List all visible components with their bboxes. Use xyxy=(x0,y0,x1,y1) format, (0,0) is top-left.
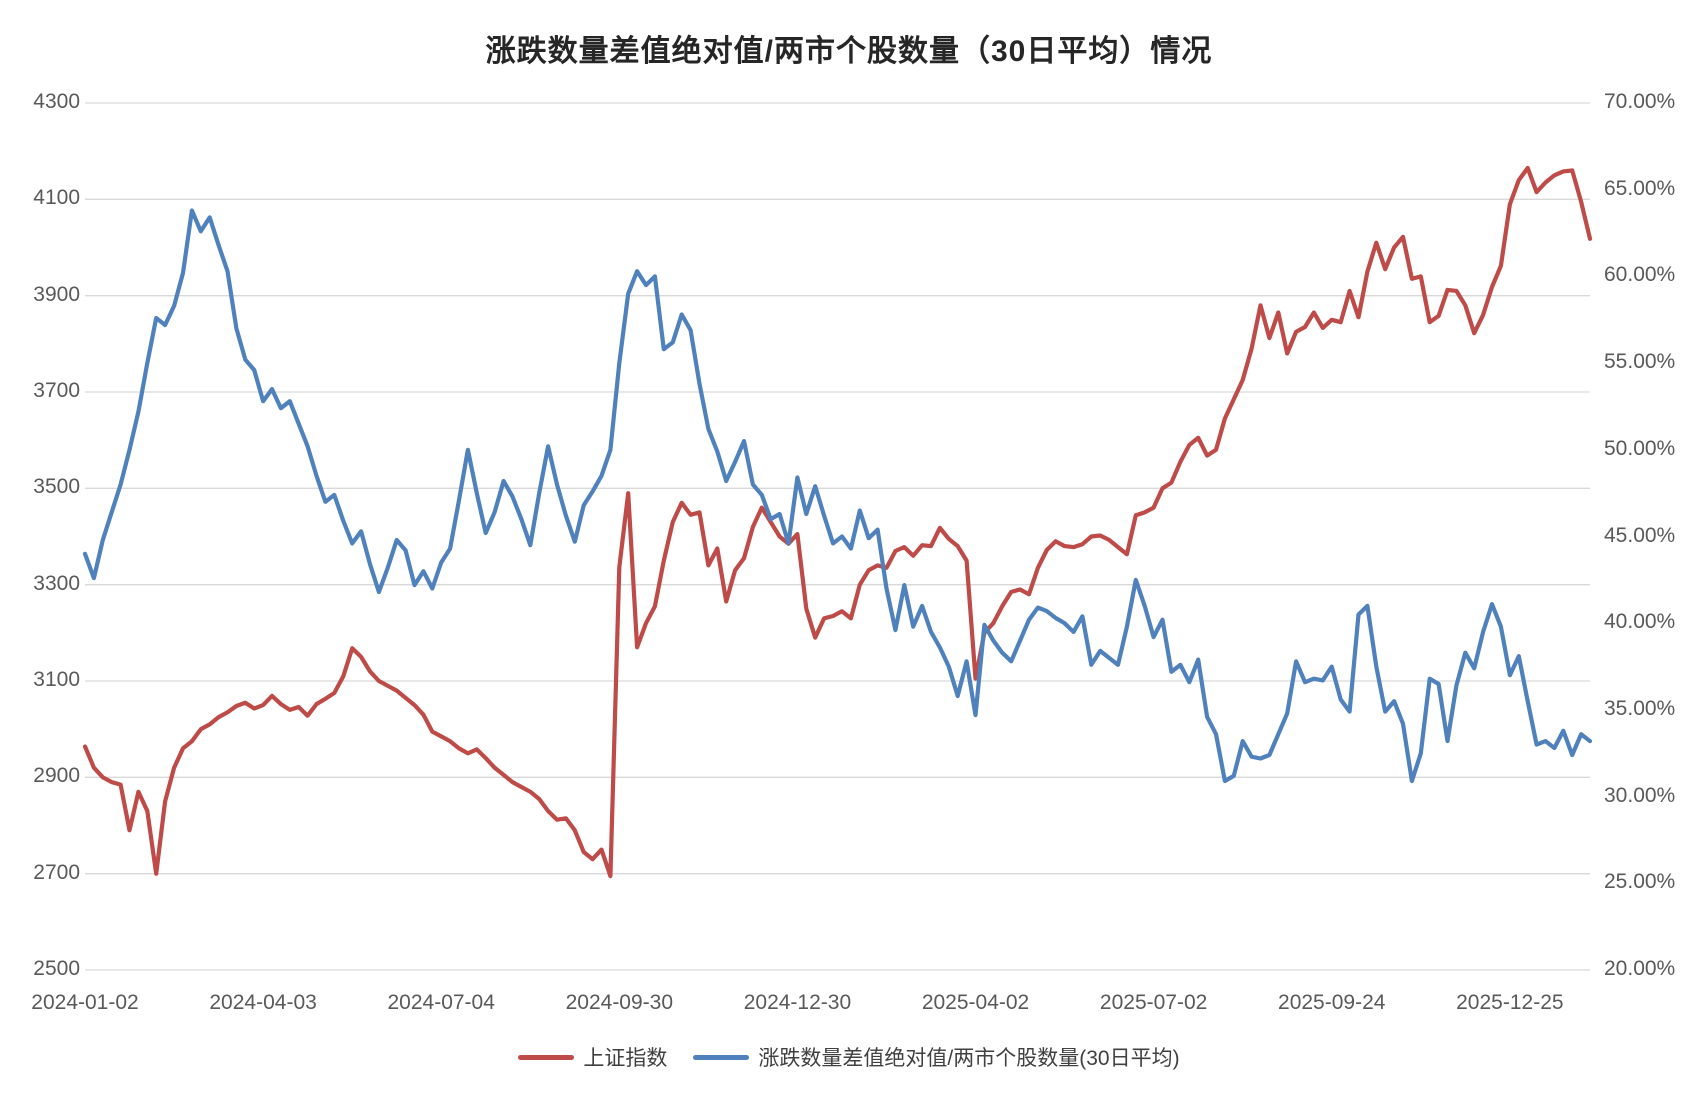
legend-label-updown-ratio: 涨跌数量差值绝对值/两市个股数量(30日平均) xyxy=(758,1047,1180,1070)
y-axis-left-tick-label: 3500 xyxy=(33,475,80,499)
y-axis-right-tick-label: 50.00% xyxy=(1604,436,1676,460)
x-axis-tick-label: 2024-12-30 xyxy=(743,991,852,1014)
y-axis-left-tick-label: 2700 xyxy=(33,860,80,884)
y-axis-right-tick-label: 25.00% xyxy=(1604,870,1676,894)
x-axis-tick-label: 2025-09-24 xyxy=(1278,991,1386,1014)
y-axis-right-tick-label: 40.00% xyxy=(1604,610,1676,634)
chart-legend: 上证指数 涨跌数量差值绝对值/两市个股数量(30日平均) xyxy=(0,1042,1698,1072)
legend-label-sse-index: 上证指数 xyxy=(583,1047,668,1070)
y-axis-right-tick-label: 35.00% xyxy=(1604,696,1676,720)
y-axis-left-tick-label: 3700 xyxy=(33,379,80,402)
x-axis-tick-label: 2024-04-03 xyxy=(209,991,317,1014)
x-axis-tick-label: 2024-01-02 xyxy=(31,991,139,1014)
x-axis-tick-label: 2025-12-25 xyxy=(1456,991,1564,1014)
y-axis-right-tick-label: 30.00% xyxy=(1604,783,1676,807)
series-line-sse-index xyxy=(82,165,1593,879)
y-axis-left-tick-label: 3100 xyxy=(33,668,80,691)
x-axis-tick-label: 2024-09-30 xyxy=(565,991,674,1014)
y-axis-right-tick-label: 65.00% xyxy=(1604,176,1676,200)
y-axis-left-tick-label: 2500 xyxy=(33,957,80,980)
y-axis-left-tick-label: 3900 xyxy=(33,282,80,306)
y-axis-right-tick-label: 20.00% xyxy=(1604,957,1676,980)
legend-item-updown-ratio: 涨跌数量差值绝对值/两市个股数量(30日平均) xyxy=(693,1042,1180,1072)
chart-title: 涨跌数量差值绝对值/两市个股数量（30日平均）情况 xyxy=(485,35,1213,68)
legend-line-swatch-red xyxy=(518,1054,575,1060)
y-axis-left-tick-label: 4100 xyxy=(33,186,80,210)
legend-line-swatch-blue xyxy=(693,1054,750,1060)
y-axis-right-tick-label: 60.00% xyxy=(1604,263,1676,287)
y-axis-right-tick-label: 55.00% xyxy=(1604,350,1676,374)
x-axis-tick-label: 2025-07-02 xyxy=(1099,991,1208,1014)
y-axis-right-tick-label: 70.00% xyxy=(1604,90,1676,113)
y-axis-right-tick-label: 45.00% xyxy=(1604,523,1676,547)
y-axis-left-tick-label: 2900 xyxy=(33,764,80,788)
x-axis-tick-label: 2024-07-04 xyxy=(387,991,495,1014)
y-axis-left-tick-label: 3300 xyxy=(33,571,80,595)
legend-item-sse-index: 上证指数 xyxy=(518,1042,667,1072)
x-axis-tick-label: 2025-04-02 xyxy=(921,991,1030,1014)
series-line-updown-ratio xyxy=(82,208,1593,784)
y-axis-left-tick-label: 4300 xyxy=(33,90,80,113)
